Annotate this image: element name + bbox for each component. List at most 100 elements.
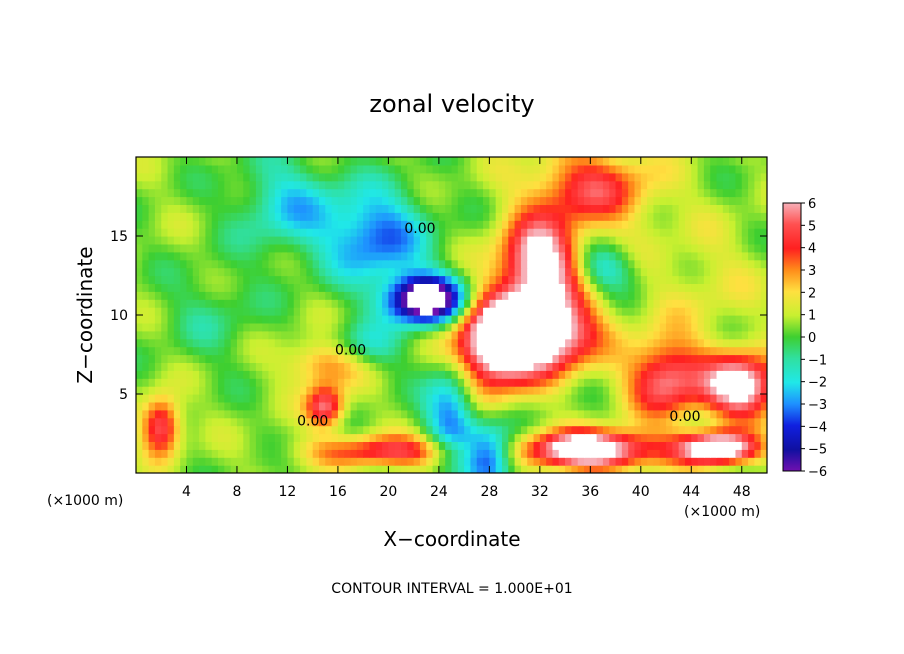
- heatmap-cell: [590, 441, 598, 450]
- heatmap-cell: [495, 433, 503, 442]
- heatmap-cell: [527, 188, 535, 198]
- heatmap-cell: [735, 180, 743, 190]
- heatmap-cell: [249, 307, 257, 316]
- heatmap-cell: [495, 157, 503, 166]
- heatmap-cell: [539, 433, 547, 442]
- heatmap-cell: [281, 220, 289, 229]
- heatmap-cell: [180, 346, 188, 356]
- heatmap-cell: [584, 180, 591, 190]
- heatmap-cell: [243, 172, 251, 182]
- heatmap-cell: [615, 315, 623, 324]
- heatmap-cell: [262, 449, 270, 458]
- heatmap-cell: [470, 228, 478, 237]
- heatmap-cell: [716, 433, 724, 442]
- heatmap-cell: [552, 441, 560, 450]
- heatmap-cell: [628, 425, 636, 435]
- heatmap-cell: [148, 243, 156, 253]
- heatmap-cell: [489, 315, 497, 324]
- heatmap-cell: [754, 401, 762, 411]
- heatmap-cell: [653, 228, 661, 237]
- heatmap-cell: [476, 465, 484, 473]
- heatmap-cell: [318, 409, 326, 419]
- heatmap-cell: [464, 196, 472, 205]
- heatmap-cell: [602, 299, 610, 308]
- heatmap-cell: [552, 449, 560, 458]
- heatmap-cell: [401, 212, 408, 221]
- heatmap-cell: [161, 212, 169, 221]
- heatmap-cell: [148, 346, 156, 356]
- contour-label: 0.00: [669, 409, 700, 425]
- heatmap-cell: [173, 299, 181, 308]
- heatmap-cell: [192, 196, 200, 205]
- heatmap-cell: [760, 307, 767, 316]
- heatmap-cell: [224, 299, 232, 308]
- heatmap-cell: [722, 283, 730, 292]
- heatmap-cell: [230, 196, 238, 205]
- heatmap-cell: [451, 330, 459, 340]
- heatmap-cell: [161, 354, 169, 363]
- heatmap-cell: [565, 386, 572, 395]
- heatmap-cell: [369, 180, 377, 190]
- heatmap-cell: [344, 243, 352, 253]
- heatmap-cell: [621, 433, 629, 442]
- colorbar: [782, 202, 802, 472]
- heatmap-cell: [142, 457, 150, 466]
- heatmap-cell: [293, 212, 301, 221]
- heatmap-cell: [533, 401, 541, 411]
- heatmap-cell: [508, 330, 516, 340]
- heatmap-cell: [243, 307, 251, 316]
- heatmap-cell: [653, 196, 661, 205]
- heatmap-cell: [243, 283, 251, 292]
- heatmap-cell: [438, 465, 446, 473]
- heatmap-cell: [640, 307, 648, 316]
- heatmap-cell: [684, 401, 692, 411]
- heatmap-cell: [445, 157, 453, 166]
- heatmap-cell: [489, 267, 497, 277]
- heatmap-cell: [337, 180, 345, 190]
- heatmap-cell: [356, 362, 364, 371]
- heatmap-cell: [577, 465, 585, 473]
- heatmap-cell: [344, 362, 352, 371]
- heatmap-cell: [640, 401, 648, 411]
- heatmap-cell: [571, 275, 579, 284]
- heatmap-cell: [697, 322, 705, 332]
- heatmap-cell: [337, 243, 345, 253]
- heatmap-cell: [224, 212, 232, 221]
- heatmap-cell: [697, 449, 705, 458]
- heatmap-cell: [211, 346, 219, 356]
- heatmap-cell: [413, 157, 421, 166]
- heatmap-cell: [653, 275, 661, 284]
- heatmap-cell: [653, 354, 661, 363]
- heatmap-cell: [735, 283, 743, 292]
- heatmap-cell: [230, 433, 238, 442]
- heatmap-cell: [268, 164, 276, 174]
- heatmap-cell: [224, 164, 232, 174]
- heatmap-cell: [697, 164, 705, 174]
- heatmap-cell: [382, 228, 389, 237]
- heatmap-cell: [710, 346, 718, 356]
- heatmap-cell: [533, 449, 541, 458]
- heatmap-cell: [325, 243, 333, 253]
- heatmap-cell: [369, 291, 377, 300]
- x-tick-label: 4: [182, 484, 191, 500]
- heatmap-cell: [337, 433, 345, 442]
- heatmap-cell: [199, 212, 207, 221]
- heatmap-cell: [255, 441, 263, 450]
- heatmap-cell: [678, 291, 686, 300]
- heatmap-cell: [382, 251, 389, 261]
- heatmap-cell: [356, 394, 364, 403]
- heatmap-cell: [394, 220, 402, 229]
- heatmap-cell: [451, 401, 459, 411]
- heatmap-cell: [615, 370, 623, 379]
- heatmap-cell: [666, 378, 673, 387]
- heatmap-cell: [331, 378, 339, 387]
- heatmap-cell: [224, 236, 232, 245]
- heatmap-cell: [306, 386, 314, 395]
- heatmap-cell: [318, 362, 326, 371]
- heatmap-cell: [199, 401, 207, 411]
- heatmap-cell: [653, 386, 661, 395]
- heatmap-cell: [161, 259, 169, 269]
- heatmap-cell: [249, 346, 257, 356]
- heatmap-cell: [703, 386, 711, 395]
- heatmap-cell: [691, 425, 699, 435]
